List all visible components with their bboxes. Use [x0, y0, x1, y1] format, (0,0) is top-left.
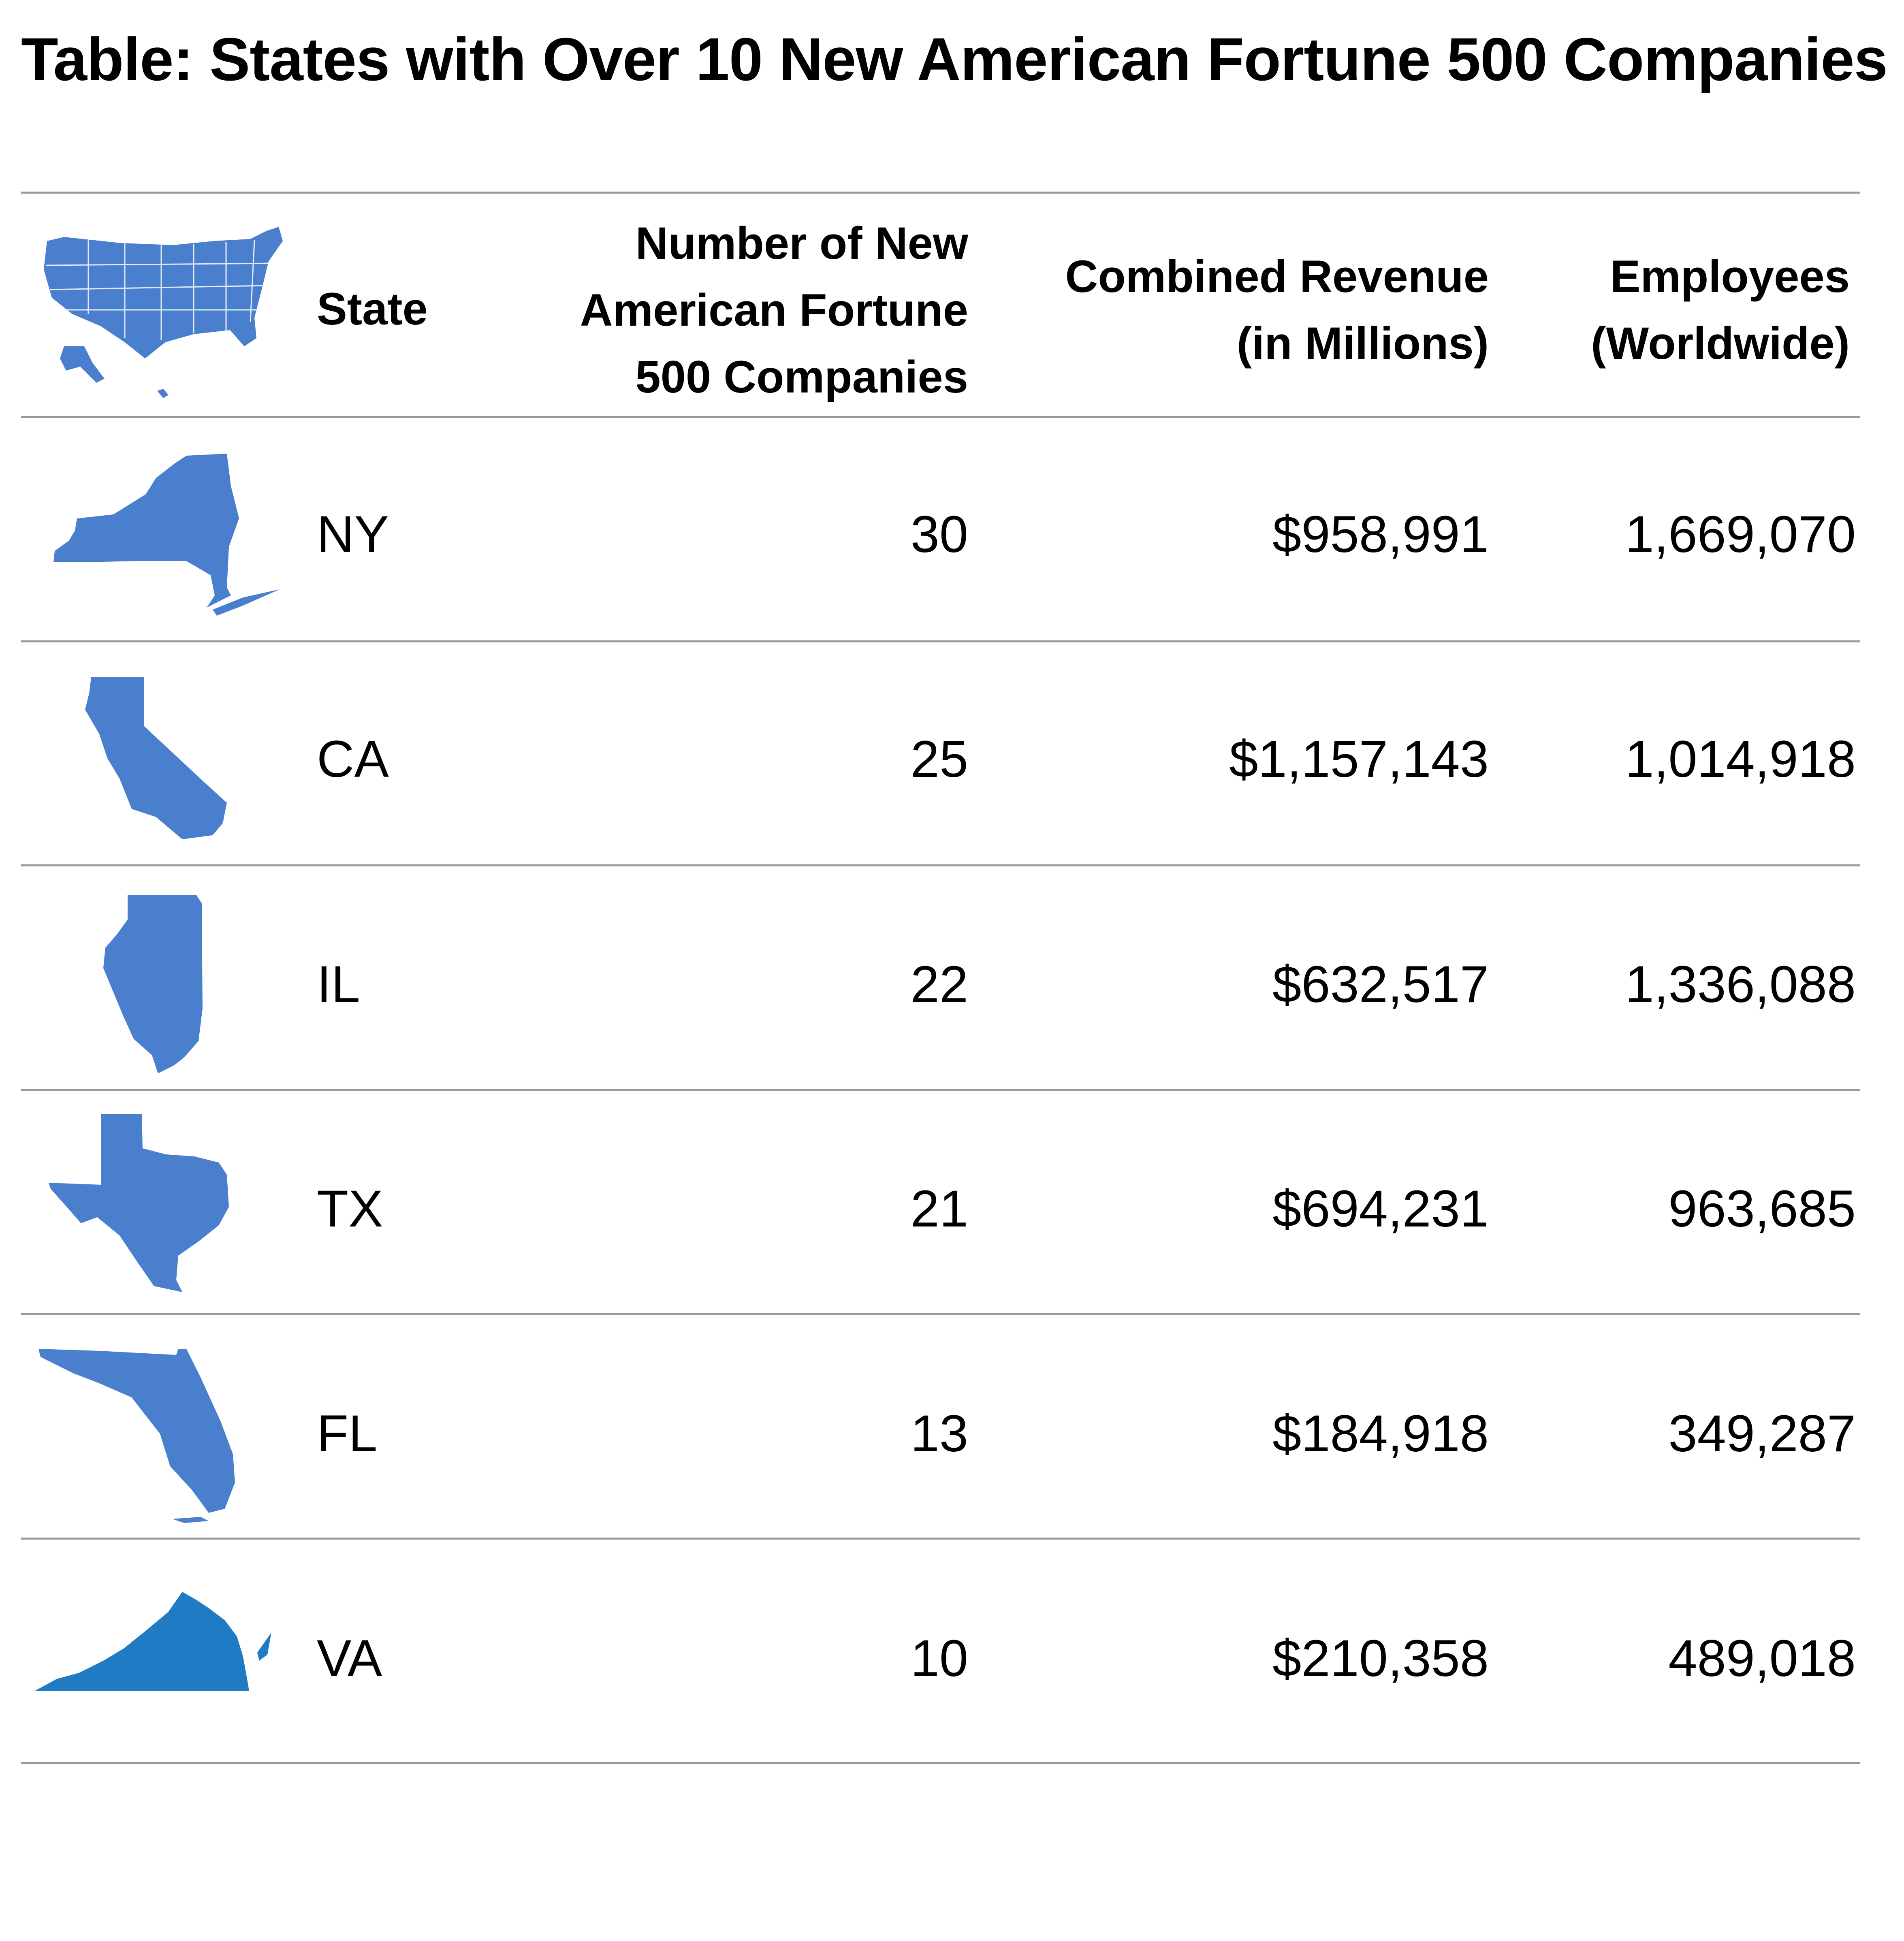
table-cell-company-count: 25 [910, 730, 968, 788]
row-divider [21, 1089, 1860, 1091]
table-cell-revenue: $210,358 [1272, 1630, 1489, 1687]
table-cell-state: VA [317, 1630, 382, 1687]
table-cell-state: FL [317, 1405, 378, 1463]
header-revenue-line: Combined Revenue [1065, 251, 1489, 302]
row-divider [21, 640, 1860, 642]
row-divider [21, 1538, 1860, 1540]
table-cell-state: NY [317, 506, 389, 563]
table-cell-revenue: $694,231 [1272, 1180, 1489, 1238]
table-cell-state: TX [317, 1180, 383, 1238]
table-cell-revenue: $958,991 [1272, 506, 1489, 563]
table-cell-revenue: $184,918 [1272, 1405, 1489, 1463]
table-cell-revenue: $1,157,143 [1229, 730, 1489, 788]
illinois-map-icon [101, 895, 207, 1073]
table-cell-company-count: 10 [910, 1630, 968, 1687]
header-bottom-rule [21, 416, 1860, 418]
row-divider [21, 1313, 1860, 1315]
table-cell-employees: 349,287 [1668, 1405, 1856, 1463]
texas-map-icon [49, 1114, 235, 1292]
table-cell-company-count: 22 [910, 956, 968, 1013]
header-revenue-line: (in Millions) [1236, 318, 1489, 369]
row-divider [21, 864, 1860, 866]
table-cell-company-count: 21 [910, 1180, 968, 1238]
header-company-count-line: 500 Companies [635, 352, 968, 402]
table-cell-employees: 1,336,088 [1625, 956, 1856, 1013]
california-map-icon [83, 677, 233, 843]
florida-map-icon [38, 1349, 237, 1523]
page-title: Table: States with Over 10 New American … [21, 25, 1888, 93]
usa-map-icon [40, 225, 283, 399]
header-combined-revenue: Combined Revenue (in Millions) [972, 243, 1489, 377]
table-cell-employees: 489,018 [1668, 1630, 1856, 1687]
table-cell-company-count: 30 [910, 506, 968, 563]
table-cell-state: IL [317, 956, 360, 1013]
table-bottom-rule [21, 1762, 1860, 1764]
table-cell-company-count: 13 [910, 1405, 968, 1463]
header-employees: Employees (Worldwide) [1499, 243, 1850, 377]
table-cell-employees: 1,669,070 [1625, 506, 1856, 563]
table-cell-employees: 1,014,918 [1625, 730, 1856, 788]
table-top-rule [21, 192, 1860, 194]
table-cell-employees: 963,685 [1668, 1180, 1856, 1238]
header-employees-line: (Worldwide) [1591, 318, 1850, 369]
table-cell-state: CA [317, 730, 389, 788]
header-company-count: Number of New American Fortune 500 Compa… [466, 210, 968, 410]
new-york-map-icon [53, 454, 280, 620]
table-cell-revenue: $632,517 [1272, 956, 1489, 1013]
virginia-map-icon [34, 1592, 271, 1693]
header-state: State [317, 284, 428, 334]
header-employees-line: Employees [1610, 251, 1850, 302]
header-company-count-line: Number of New [635, 218, 968, 269]
header-company-count-line: American Fortune [580, 285, 968, 335]
